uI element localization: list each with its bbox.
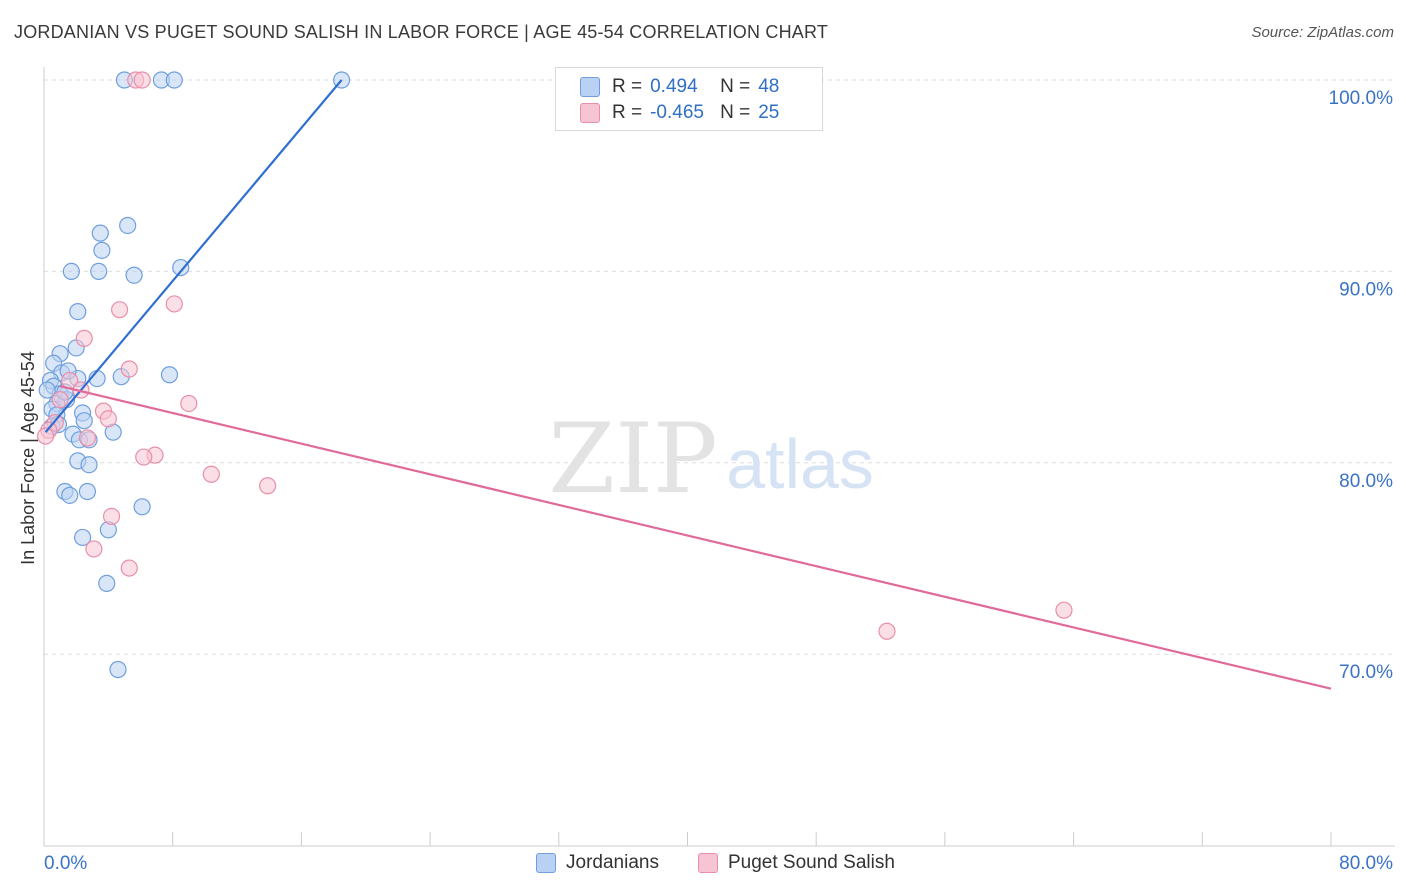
jordanians-point (109, 660, 127, 679)
n-label: N = (720, 102, 751, 123)
legend-item-jordanians: Jordanians (536, 852, 659, 874)
n-label: N = (720, 76, 751, 97)
puget-sound-salish-point (133, 71, 151, 89)
watermark-zip: ZIP (548, 403, 717, 515)
jordanians-point (133, 498, 151, 516)
stats-legend: R = 0.494 N = 48 R = -0.465 N = 25 (555, 67, 823, 131)
y-tick-label: 100.0% (1329, 88, 1394, 109)
source-credit: Source: ZipAtlas.com (1251, 24, 1394, 41)
puget-sound-salish-point (259, 477, 277, 495)
r-label: R = (612, 102, 643, 123)
x-tick-label: 80.0% (1339, 853, 1393, 874)
puget-sound-salish-point (37, 427, 55, 445)
puget-sound-salish-point (878, 622, 896, 640)
jordanians-point (93, 241, 111, 259)
y-tick-label: 90.0% (1339, 279, 1393, 300)
puget-sound-salish-point (102, 507, 121, 525)
jordanians-trend-line (44, 79, 343, 433)
jordanians-point (90, 262, 108, 280)
legend-swatch-pink (580, 103, 600, 123)
n-value: 48 (758, 76, 780, 97)
jordanians-point (74, 528, 92, 547)
puget-sound-salish-point (120, 559, 138, 577)
y-axis-label: In Labor Force | Age 45-54 (18, 351, 38, 565)
legend-swatch-blue (580, 77, 600, 97)
jordanians-point (38, 381, 56, 399)
grid-lines (44, 79, 1395, 655)
puget-sound-salish-point (135, 448, 153, 466)
legend-label: Jordanians (566, 852, 659, 873)
jordanians-point (119, 216, 137, 235)
jordanians-point (78, 482, 97, 501)
axes (43, 67, 1395, 847)
jordanians-point (125, 266, 143, 284)
legend-row-puget-sound-salish: R = -0.465 N = 25 (580, 102, 779, 124)
puget-sound-salish-point (180, 394, 198, 413)
puget-sound-salish-point (165, 295, 183, 313)
watermark: ZIP atlas (548, 403, 874, 515)
jordanians-point (61, 486, 79, 504)
jordanians-point (62, 262, 80, 280)
r-value: -0.465 (650, 102, 704, 123)
legend-swatch-blue (536, 853, 556, 873)
legend-swatch-pink (698, 853, 718, 873)
jordanians-point (80, 456, 98, 474)
puget-sound-salish-point (99, 410, 117, 428)
r-value: 0.494 (650, 76, 698, 97)
puget-sound-salish-point (111, 301, 129, 319)
puget-sound-salish-point (85, 540, 103, 558)
puget-sound-salish-point (78, 429, 97, 447)
jordanians-point (75, 412, 93, 430)
trend-lines (44, 79, 1332, 690)
tick-labels: 70.0% 80.0% 90.0% 100.0% 0.0% 80.0% (44, 88, 1393, 874)
x-tick-label: 0.0% (44, 853, 87, 874)
chart-title: JORDANIAN VS PUGET SOUND SALISH IN LABOR… (14, 22, 829, 42)
n-value: 25 (758, 102, 780, 123)
jordanians-point (160, 366, 179, 384)
legend-label: Puget Sound Salish (728, 852, 895, 873)
puget-sound-salish-point (51, 391, 69, 409)
y-tick-label: 80.0% (1339, 471, 1393, 492)
y-tick-label: 70.0% (1339, 662, 1393, 683)
r-label: R = (612, 76, 643, 97)
puget-sound-salish-trend-line (59, 385, 1332, 690)
data-points (37, 71, 1073, 679)
legend-item-puget-sound-salish: Puget Sound Salish (698, 852, 895, 874)
jordanians-point (91, 224, 109, 242)
jordanians-point (69, 302, 87, 321)
watermark-atlas: atlas (726, 425, 874, 503)
puget-sound-salish-point (202, 465, 220, 483)
jordanians-point (98, 574, 116, 592)
puget-sound-salish-point (1055, 601, 1073, 619)
jordanians-point (172, 258, 190, 277)
puget-sound-salish-point (120, 360, 138, 378)
puget-sound-salish-point (75, 329, 93, 347)
legend-row-jordanians: R = 0.494 N = 48 (580, 76, 779, 98)
jordanians-point (165, 71, 183, 89)
